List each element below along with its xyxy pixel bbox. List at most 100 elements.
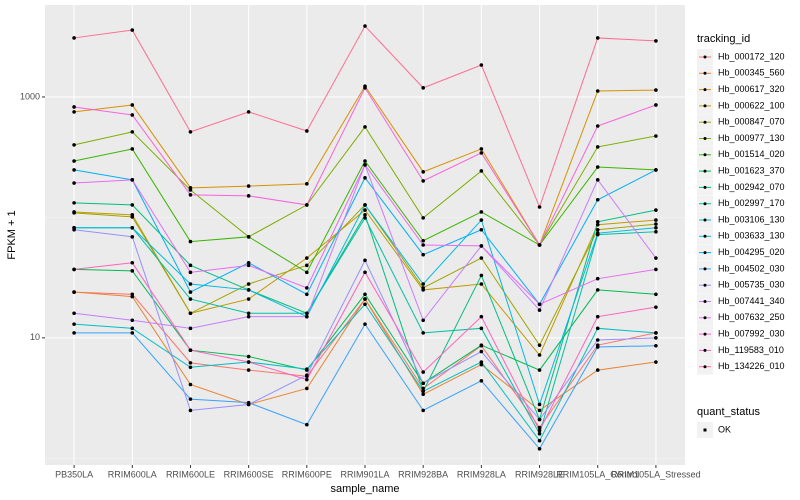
shape-legend-swatch	[703, 428, 707, 432]
data-point	[188, 382, 193, 387]
data-point	[537, 408, 542, 413]
legend-label: Hb_007992_030	[718, 328, 785, 338]
data-point	[595, 326, 600, 331]
data-point	[421, 282, 425, 286]
legend-swatch-point	[703, 153, 707, 157]
data-point	[654, 292, 658, 297]
legend-swatch-point	[703, 316, 707, 320]
data-point	[595, 145, 600, 149]
axes: 10 1000 PB350LA RRIM600LA RRIM600LE RRIM600SE…	[20, 91, 701, 479]
y-axis-title: FPKM + 1	[6, 210, 18, 259]
legend-swatch-point	[703, 202, 707, 206]
legend-label: Hb_002997_170	[718, 198, 785, 208]
data-point	[305, 386, 309, 391]
legend-swatch-point	[703, 267, 707, 271]
data-point	[654, 225, 658, 230]
legend-label: Hb_000172_120	[718, 51, 785, 61]
legend-label: Hb_004295_020	[718, 247, 785, 257]
data-point	[72, 267, 76, 272]
data-point	[479, 227, 484, 232]
x-tick-label: RRIM928BA	[398, 469, 448, 479]
data-point	[72, 211, 76, 215]
data-point	[654, 343, 658, 348]
legend-label: Hb_001623_370	[718, 165, 785, 175]
data-point	[130, 331, 135, 335]
data-point	[72, 143, 76, 147]
data-point	[595, 89, 600, 93]
data-point	[188, 326, 193, 331]
data-point	[479, 360, 484, 364]
data-point	[246, 311, 251, 316]
data-point	[537, 302, 542, 307]
data-point	[246, 235, 251, 239]
legend-label: Hb_000847_070	[718, 117, 785, 127]
data-point	[479, 349, 484, 354]
data-point	[537, 438, 542, 443]
data-point	[188, 365, 193, 370]
data-point	[130, 260, 135, 265]
data-point	[537, 368, 542, 372]
data-point	[305, 373, 309, 377]
data-point	[421, 170, 425, 174]
data-point	[188, 297, 193, 301]
data-point	[654, 168, 658, 172]
data-point	[130, 203, 135, 207]
data-point	[537, 402, 542, 407]
legend-swatch-point	[703, 55, 707, 59]
data-point	[421, 252, 425, 257]
data-point	[363, 213, 367, 217]
data-point	[72, 110, 76, 114]
data-point	[246, 282, 251, 286]
data-point	[363, 270, 367, 275]
legend-swatch-point	[703, 104, 707, 108]
data-point	[595, 124, 600, 128]
data-point	[130, 113, 135, 117]
legend-label: Hb_000617_320	[718, 84, 785, 94]
data-point	[188, 239, 193, 244]
data-point	[421, 179, 425, 183]
data-point	[537, 446, 542, 451]
legend-label: Hb_000622_100	[718, 100, 785, 110]
data-point	[479, 362, 484, 367]
data-point	[246, 263, 251, 268]
data-point	[363, 208, 367, 212]
data-point	[479, 273, 484, 278]
data-point	[479, 343, 484, 347]
data-point	[246, 194, 251, 198]
data-point	[421, 331, 425, 335]
legend-swatch-point	[703, 185, 707, 189]
data-point	[188, 188, 193, 192]
data-point	[363, 159, 367, 163]
data-point	[130, 147, 135, 151]
data-point	[421, 286, 425, 290]
data-point	[130, 326, 135, 331]
legend-label: Hb_119583_010	[718, 345, 784, 355]
lines	[72, 24, 658, 451]
data-point	[595, 288, 600, 292]
data-point	[130, 178, 135, 182]
data-point	[246, 260, 251, 265]
data-point	[188, 408, 193, 413]
legend-swatch-point	[703, 283, 707, 287]
data-point	[421, 389, 425, 394]
data-point	[479, 169, 484, 173]
data-point	[479, 147, 484, 151]
data-point	[595, 345, 600, 349]
data-point	[595, 231, 600, 235]
legend-swatch-point	[703, 234, 707, 238]
legend-swatch-point	[703, 169, 707, 173]
legend-swatch-point	[703, 300, 707, 303]
data-point	[421, 381, 425, 386]
x-tick-label: RRIM105LA_Stressed	[611, 469, 701, 479]
data-point	[363, 24, 367, 28]
legend-swatch-point	[703, 251, 707, 255]
data-point	[479, 314, 484, 319]
data-point	[188, 348, 193, 352]
data-point	[188, 282, 193, 286]
data-point	[246, 354, 251, 359]
data-point	[363, 86, 367, 90]
data-point	[595, 222, 600, 227]
data-point	[246, 402, 251, 407]
legend-swatch-point	[703, 137, 707, 140]
data-point	[595, 314, 600, 319]
